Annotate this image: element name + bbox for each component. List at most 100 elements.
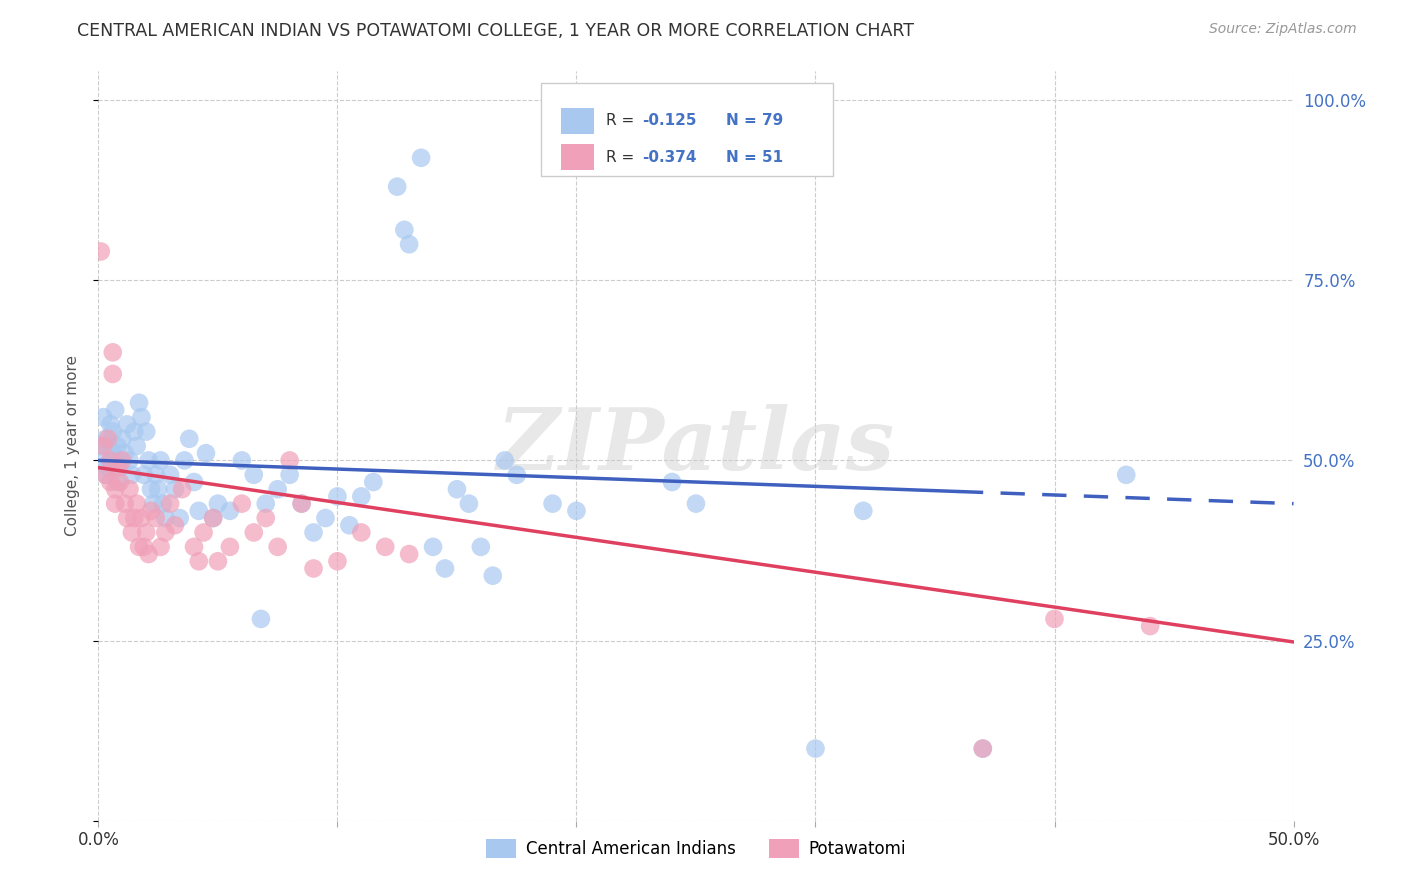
- Point: [128, 396, 150, 410]
- Point: [101, 425, 124, 439]
- Point: [97, 439, 120, 453]
- Point: [108, 460, 131, 475]
- Point: [94, 467, 117, 482]
- Point: [98, 475, 122, 489]
- Point: [145, 467, 167, 482]
- Point: [132, 467, 155, 482]
- Point: [179, 432, 201, 446]
- Point: [187, 504, 209, 518]
- Point: [135, 525, 157, 540]
- Point: [506, 467, 529, 482]
- Point: [1043, 612, 1066, 626]
- Point: [243, 467, 266, 482]
- Point: [101, 446, 124, 460]
- Point: [250, 612, 273, 626]
- Point: [155, 511, 177, 525]
- Point: [104, 403, 127, 417]
- Point: [159, 497, 181, 511]
- Point: [470, 540, 492, 554]
- Point: [97, 432, 120, 446]
- Point: [302, 561, 325, 575]
- Point: [254, 497, 277, 511]
- Point: [121, 525, 143, 540]
- Point: [326, 554, 349, 568]
- Point: [291, 497, 314, 511]
- Point: [91, 439, 114, 453]
- Point: [94, 432, 117, 446]
- Point: [94, 467, 117, 482]
- Point: [661, 475, 683, 489]
- Point: [315, 511, 337, 525]
- Point: [98, 453, 122, 467]
- Point: [243, 525, 266, 540]
- Point: [114, 497, 136, 511]
- Point: [111, 453, 134, 467]
- Point: [118, 453, 141, 467]
- Text: CENTRAL AMERICAN INDIAN VS POTAWATOMI COLLEGE, 1 YEAR OR MORE CORRELATION CHART: CENTRAL AMERICAN INDIAN VS POTAWATOMI CO…: [77, 22, 914, 40]
- Point: [972, 741, 994, 756]
- Point: [972, 741, 994, 756]
- Point: [187, 554, 209, 568]
- Point: [125, 497, 148, 511]
- Bar: [561, 108, 595, 134]
- Point: [385, 179, 409, 194]
- Point: [118, 482, 141, 496]
- Point: [152, 497, 174, 511]
- Point: [231, 453, 253, 467]
- Point: [155, 525, 177, 540]
- Point: [267, 482, 290, 496]
- Point: [394, 223, 416, 237]
- Point: [115, 417, 138, 432]
- Point: [98, 453, 122, 467]
- Point: [90, 244, 112, 259]
- Point: [104, 482, 127, 496]
- Text: R =: R =: [606, 113, 640, 128]
- Point: [114, 446, 136, 460]
- Point: [398, 547, 420, 561]
- Point: [231, 497, 253, 511]
- Point: [541, 497, 564, 511]
- Point: [363, 475, 385, 489]
- Point: [219, 540, 242, 554]
- Text: R =: R =: [606, 150, 640, 164]
- Point: [494, 453, 516, 467]
- Point: [107, 439, 129, 453]
- Point: [163, 482, 186, 496]
- Point: [278, 453, 301, 467]
- Point: [411, 151, 433, 165]
- Point: [267, 540, 290, 554]
- Point: [219, 504, 242, 518]
- Point: [207, 497, 229, 511]
- Point: [481, 568, 505, 582]
- Point: [90, 439, 112, 453]
- Point: [131, 511, 153, 525]
- Point: [138, 547, 160, 561]
- Point: [107, 460, 129, 475]
- Point: [195, 446, 218, 460]
- Point: [125, 439, 148, 453]
- Point: [98, 417, 122, 432]
- Point: [565, 504, 588, 518]
- Text: N = 51: N = 51: [725, 150, 783, 164]
- Point: [685, 497, 707, 511]
- Point: [398, 237, 420, 252]
- Point: [458, 497, 481, 511]
- Point: [202, 511, 225, 525]
- Point: [852, 504, 875, 518]
- Point: [804, 741, 827, 756]
- Point: [149, 540, 172, 554]
- Point: [183, 475, 205, 489]
- Point: [131, 410, 153, 425]
- Point: [115, 511, 138, 525]
- Point: [446, 482, 468, 496]
- Point: [97, 460, 120, 475]
- Point: [135, 425, 157, 439]
- Point: [91, 453, 114, 467]
- FancyBboxPatch shape: [541, 83, 834, 177]
- Point: [91, 410, 114, 425]
- Point: [139, 504, 162, 518]
- Point: [422, 540, 444, 554]
- Point: [148, 482, 170, 496]
- Point: [107, 475, 129, 489]
- Point: [104, 497, 127, 511]
